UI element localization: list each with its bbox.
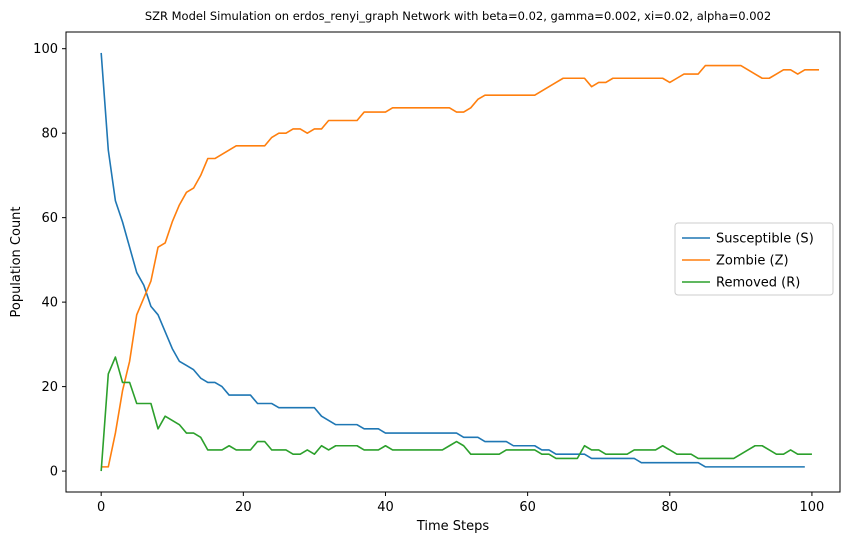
- y-tick-label: 20: [41, 380, 58, 395]
- y-tick-label: 60: [41, 211, 58, 226]
- legend-box: [674, 222, 834, 296]
- plot-area-frame: [65, 31, 841, 493]
- series-line-0: [100, 52, 805, 468]
- y-tick-label: 80: [41, 127, 58, 142]
- legend-entry-0: Susceptible (S): [716, 232, 814, 247]
- x-tick-label: 60: [519, 500, 536, 515]
- x-tick-label: 20: [235, 500, 252, 515]
- y-tick-label: 0: [50, 465, 58, 480]
- legend: Susceptible (S) Zombie (Z) Removed (R): [674, 222, 834, 296]
- axis-ticks: 0 20 40 60 80 100 0 20 40 60 80 100: [33, 42, 824, 515]
- y-tick-label: 40: [41, 296, 58, 311]
- legend-entry-2: Removed (R): [716, 276, 800, 291]
- legend-entry-1: Zombie (Z): [716, 254, 789, 269]
- y-axis-label: Population Count: [9, 206, 24, 317]
- chart-title: SZR Model Simulation on erdos_renyi_grap…: [145, 9, 771, 23]
- x-tick-label: 80: [662, 500, 679, 515]
- y-tick-label: 100: [33, 42, 58, 57]
- series-line-1: [101, 64, 820, 468]
- series-line-2: [100, 356, 812, 472]
- x-tick-label: 40: [377, 500, 394, 515]
- x-tick-label: 0: [97, 500, 105, 515]
- series-lines: [100, 52, 820, 472]
- x-axis-label: Time Steps: [416, 519, 490, 534]
- x-tick-label: 100: [800, 500, 825, 515]
